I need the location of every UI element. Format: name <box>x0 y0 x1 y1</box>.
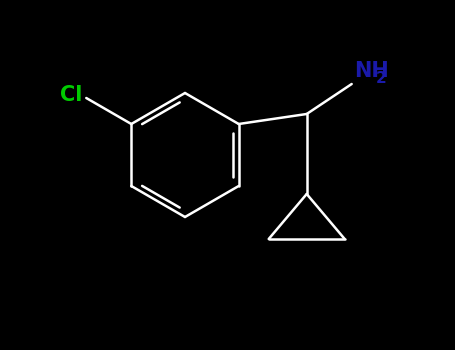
Text: Cl: Cl <box>60 85 82 105</box>
Text: 2: 2 <box>376 71 386 86</box>
Text: NH: NH <box>354 61 389 81</box>
